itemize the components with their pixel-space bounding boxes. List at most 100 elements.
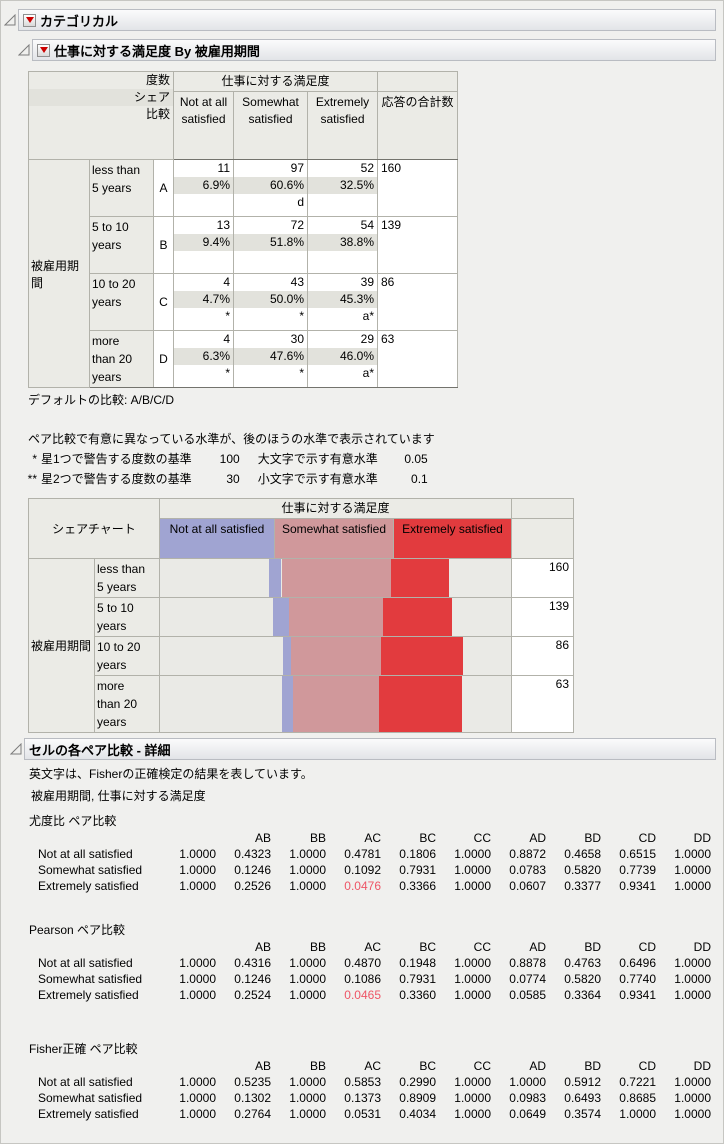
pairwise-row: Not at all satisfied 1.0000 0.5235 1.0000 0.… [38,1074,711,1090]
star1-alpha: 0.05 [404,452,428,466]
p-value-significant: 0.0476 [344,879,381,893]
p-value: 1.0000 [454,863,491,877]
cell-count: 72 [290,218,304,232]
p-value: 1.0000 [674,1075,711,1089]
pairwise-col-header: BC [419,940,436,954]
p-value: 0.6515 [619,847,656,861]
crosstab-data-cell: 43 50.0% * [233,273,308,331]
row-group-label: 被雇用期間 [28,159,90,388]
outline-node-categorical: カテゴリカル [4,9,716,31]
disclosure-triangle-icon[interactable] [4,14,16,26]
red-triangle-menu-button[interactable] [37,43,50,57]
p-value: 1.0000 [454,847,491,861]
p-value: 1.0000 [289,879,326,893]
p-value: 0.5820 [564,972,601,986]
pairwise-col-header: AD [529,1059,546,1073]
analysis-title: 仕事に対する満足度 By 被雇用期間 [54,43,260,59]
cell-share: 51.8% [234,234,307,251]
p-value: 0.7739 [619,863,656,877]
comparison-letter: A [153,159,174,217]
cell-compare [309,251,377,268]
p-value: 0.1246 [234,972,271,986]
pairwise-header-row: AB BB AC BC CC AD BD CD DD [38,939,711,955]
cell-compare [175,194,233,211]
pairwise-col-header: BD [584,831,601,845]
crosstab-head: 度数 シェア 比較 仕事に対する満足度 Not at all satisfied… [28,71,458,160]
outline-header-pairwise-detail[interactable]: セルの各ペア比較 - 詳細 [24,738,716,760]
disclosure-triangle-icon[interactable] [10,743,22,755]
crosstab-body: 被雇用期間 less than 5 years A 11 6.9% 97 60.6% d 52 3… [28,159,458,388]
p-value: 0.7931 [399,863,436,877]
pairwise-row-label: Extremely satisfied [38,1107,139,1121]
cell-share: 38.8% [308,234,377,251]
pairwise-col-header: AB [254,831,271,845]
p-value: 1.0000 [289,1107,326,1121]
p-value: 0.1086 [344,972,381,986]
disclosure-triangle-icon[interactable] [18,44,30,56]
pairwise-col-header: AC [364,1059,381,1073]
cell-count: 4 [223,275,230,289]
p-value: 0.0774 [509,972,546,986]
row-group-label: 被雇用期間 [28,558,95,733]
cell-count: 4 [223,332,230,346]
p-value: 0.1948 [399,956,436,970]
pairwise-row-label: Not at all satisfied [38,1075,133,1089]
p-value: 1.0000 [179,863,216,877]
pairwise-col-header: CD [638,1059,656,1073]
p-value: 0.5912 [564,1075,601,1089]
pairwise-row: Not at all satisfied 1.0000 0.4323 1.0000 0.… [38,846,711,862]
cell-share: 9.4% [174,234,233,251]
pairwise-row: Somewhat satisfied 1.0000 0.1302 1.0000 0.13… [38,1090,711,1106]
share-chart-row: 被雇用期間 less than 5 years 160 [28,558,574,733]
row-level-label: 10 to 20 years [94,636,160,676]
cell-compare: a* [362,309,374,323]
comparison-letter: D [153,330,174,388]
share-chart-table: シェアチャート 仕事に対する満足度 Not at all satisfied S… [28,498,574,733]
red-triangle-menu-button[interactable] [23,13,36,27]
pairwise-row: Extremely satisfied 1.0000 0.2526 1.0000 0.0… [38,878,711,894]
contingency-table: 度数 シェア 比較 仕事に対する満足度 Not at all satisfied… [28,71,458,388]
p-value: 1.0000 [179,879,216,893]
share-chart-head: シェアチャート 仕事に対する満足度 Not at all satisfied S… [28,498,574,559]
pairwise-col-header: CD [638,831,656,845]
p-value: 1.0000 [289,1075,326,1089]
cell-share: 50.0% [234,291,307,308]
p-value: 0.7221 [619,1075,656,1089]
outline-header-contingency[interactable]: 仕事に対する満足度 By 被雇用期間 [32,39,716,61]
p-value: 0.8872 [509,847,546,861]
row-total: 139 [511,597,574,637]
outline-node-pairwise-detail: セルの各ペア比較 - 詳細 [10,738,716,760]
p-value: 0.8909 [399,1091,436,1105]
p-value: 0.1373 [344,1091,381,1105]
col-header-total: 応答の合計数 [377,91,458,160]
pairwise-col-header: BD [584,940,601,954]
star1-note: * 星1つで警告する度数の基準 100 大文字で示す有意水準 0.05 [21,451,428,467]
row-level-label: less than 5 years [94,558,160,598]
p-value: 1.0000 [454,1091,491,1105]
crosstab-data-cell: 52 32.5% [307,159,378,217]
pairwise-header-empty [161,830,216,846]
p-value: 0.2764 [234,1107,271,1121]
p-value: 0.6493 [564,1091,601,1105]
crosstab-row: 被雇用期間 less than 5 years A 11 6.9% 97 60.6% d 52 3… [28,159,458,388]
cell-compare: * [225,366,230,380]
p-value: 1.0000 [454,879,491,893]
p-value: 0.5235 [234,1075,271,1089]
crosstab-data-cell: 72 51.8% [233,216,308,274]
cell-count: 97 [290,161,304,175]
row-total: 63 [511,675,574,733]
p-value: 1.0000 [179,972,216,986]
share-chart-row: 10 to 20 years 86 [29,636,574,676]
row-total: 63 [377,330,458,388]
pairwise-row: Extremely satisfied 1.0000 0.2524 1.0000 0.0… [38,987,711,1003]
pairwise-col-header: AB [254,1059,271,1073]
share-chart-row: 5 to 10 years 139 [29,597,574,637]
p-value: 1.0000 [179,1107,216,1121]
cell-compare: * [299,309,304,323]
outline-header-categorical[interactable]: カテゴリカル [18,9,716,31]
legend-extremely: Extremely satisfied [393,518,512,559]
pairwise-col-header: CC [473,831,491,845]
p-value: 0.1246 [234,863,271,877]
crosstab-row: 5 to 10 years B 13 9.4% 72 51.8% 54 38.8% 139 [29,216,458,274]
